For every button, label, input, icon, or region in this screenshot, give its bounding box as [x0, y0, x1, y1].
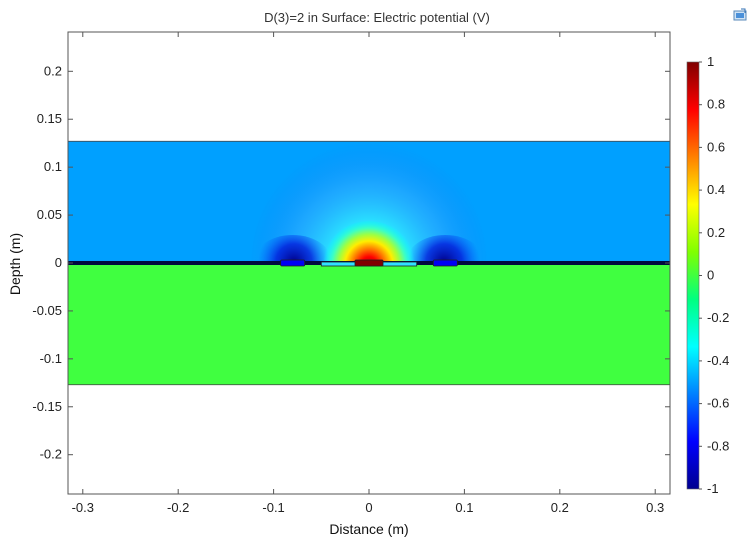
plot-area: -0.3 -0.2 -0.1 0 0.1 0.2 0.3 0.2 0.15 0.1 0.05 0 -0.… — [32, 32, 670, 515]
region-lower-domain — [68, 263, 670, 385]
y-tick-label: -0.2 — [40, 447, 62, 462]
colorbar-tick-label: -1 — [707, 481, 719, 496]
colorbar-tick-label: 1 — [707, 54, 714, 69]
y-tick-label: -0.05 — [32, 303, 62, 318]
x-axis-label: Distance (m) — [329, 521, 408, 537]
y-tick-label: 0 — [55, 255, 62, 270]
y-tick-label: -0.15 — [32, 399, 62, 414]
colorbar-gradient — [687, 62, 699, 489]
colorbar-tick-label: 0.2 — [707, 225, 725, 240]
x-tick-label: 0.2 — [551, 500, 569, 515]
colorbar-tick-label: -0.4 — [707, 353, 729, 368]
x-tick-label: 0.3 — [646, 500, 664, 515]
colorbar-tick-label: 0.8 — [707, 97, 725, 112]
y-tick-label: 0.2 — [44, 63, 62, 78]
x-tick-label: 0 — [365, 500, 372, 515]
x-tick-label: -0.2 — [167, 500, 189, 515]
electrode-right-electrode — [433, 260, 457, 266]
x-tick-label: -0.1 — [262, 500, 284, 515]
x-tick-label: 0.1 — [455, 500, 473, 515]
colorbar-tick-label: 0.4 — [707, 182, 725, 197]
colorbar-tick-label: -0.6 — [707, 396, 729, 411]
y-tick-label: -0.1 — [40, 351, 62, 366]
electrode-center-electrode — [355, 260, 383, 266]
colorbar-tick-label: 0 — [707, 268, 714, 283]
colorbar-tick-label: -0.8 — [707, 438, 729, 453]
colorbar-tick-label: 0.6 — [707, 139, 725, 154]
y-tick-label: 0.15 — [37, 111, 62, 126]
electrode-left-electrode — [281, 260, 305, 266]
colorbar: 1 0.8 0.6 0.4 0.2 0 -0.2 -0.4 -0.6 -0.8 -1 — [687, 54, 729, 496]
y-tick-label: 0.05 — [37, 207, 62, 222]
y-axis-label: Depth (m) — [7, 233, 23, 295]
colorbar-tick-label: -0.2 — [707, 310, 729, 325]
y-tick-label: 0.1 — [44, 159, 62, 174]
x-tick-label: -0.3 — [72, 500, 94, 515]
